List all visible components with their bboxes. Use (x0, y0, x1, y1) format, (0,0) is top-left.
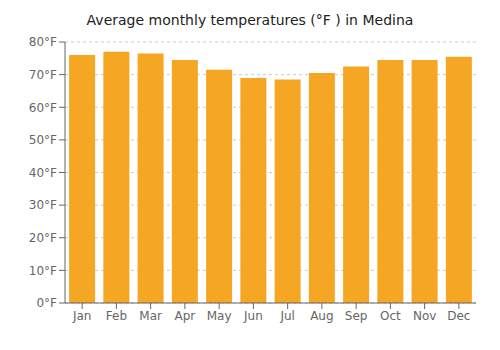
svg-text:60°F: 60°F (29, 101, 57, 115)
html-text:Average monthly temperatures (: Average monthly temperatures (°F ) in Me… (86, 12, 414, 28)
svg-text:Sep: Sep (345, 309, 368, 323)
svg-text:Feb: Feb (106, 309, 127, 323)
svg-text:May: May (207, 309, 232, 323)
svg-text:Jan: Jan (72, 309, 92, 323)
svg-text:70°F: 70°F (29, 68, 57, 82)
svg-text:Nov: Nov (413, 309, 436, 323)
svg-text:Jul: Jul (279, 309, 294, 323)
svg-text:50°F: 50°F (29, 133, 57, 147)
svg-text:Mar: Mar (139, 309, 162, 323)
svg-text:0°F: 0°F (36, 296, 57, 310)
svg-text:80°F: 80°F (29, 35, 57, 49)
svg-text:Dec: Dec (447, 309, 470, 323)
svg-text:30°F: 30°F (29, 198, 57, 212)
svg-text:Apr: Apr (174, 309, 195, 323)
svg-text:10°F: 10°F (29, 264, 57, 278)
svg-text:40°F: 40°F (29, 166, 57, 180)
svg-text:Aug: Aug (310, 309, 333, 323)
svg-text:20°F: 20°F (29, 231, 57, 245)
svg-text:Oct: Oct (380, 309, 401, 323)
svg-text:Jun: Jun (243, 309, 263, 323)
